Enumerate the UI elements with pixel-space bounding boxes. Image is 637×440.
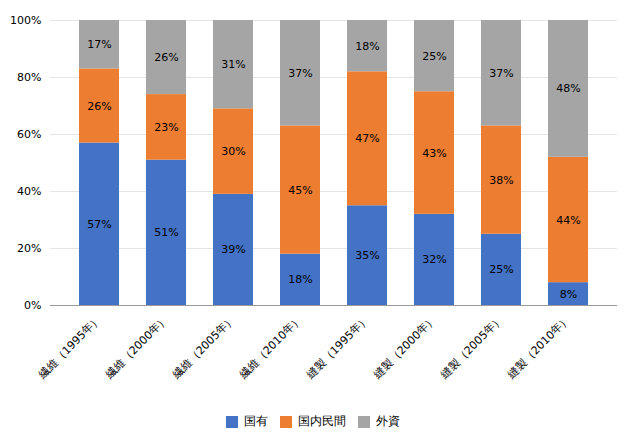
html-text:外資: 外資 bbox=[375, 414, 400, 428]
svg-text:25%: 25% bbox=[489, 263, 513, 276]
svg-text:100%: 100% bbox=[10, 14, 41, 27]
svg-text:37%: 37% bbox=[489, 67, 513, 80]
svg-text:51%: 51% bbox=[154, 226, 178, 239]
svg-text:縫製（1995年）: 縫製（1995年） bbox=[304, 313, 373, 382]
svg-text:30%: 30% bbox=[221, 145, 245, 158]
svg-text:繊維（2005年）: 繊維（2005年） bbox=[170, 313, 239, 382]
svg-text:38%: 38% bbox=[489, 174, 513, 187]
svg-text:57%: 57% bbox=[87, 218, 111, 231]
svg-text:37%: 37% bbox=[288, 67, 312, 80]
svg-text:80%: 80% bbox=[17, 71, 41, 84]
svg-text:縫製（2010年）: 縫製（2010年） bbox=[505, 313, 574, 382]
svg-text:39%: 39% bbox=[221, 243, 245, 256]
svg-text:32%: 32% bbox=[422, 253, 446, 266]
svg-text:31%: 31% bbox=[221, 58, 245, 71]
html-text:国有: 国有 bbox=[243, 414, 268, 428]
svg-text:26%: 26% bbox=[87, 100, 111, 113]
svg-text:48%: 48% bbox=[556, 82, 580, 95]
svg-text:8%: 8% bbox=[560, 288, 577, 301]
svg-text:繊維（2010年）: 繊維（2010年） bbox=[237, 313, 306, 382]
svg-text:23%: 23% bbox=[154, 121, 178, 134]
svg-text:18%: 18% bbox=[288, 273, 312, 286]
svg-text:47%: 47% bbox=[355, 132, 379, 145]
svg-text:繊維（2000年）: 繊維（2000年） bbox=[103, 313, 172, 382]
html-text:国内民間: 国内民間 bbox=[297, 414, 346, 428]
svg-text:20%: 20% bbox=[17, 242, 41, 255]
svg-text:60%: 60% bbox=[17, 128, 41, 141]
svg-text:45%: 45% bbox=[288, 184, 312, 197]
svg-text:43%: 43% bbox=[422, 147, 446, 160]
svg-text:26%: 26% bbox=[154, 51, 178, 64]
svg-text:17%: 17% bbox=[87, 38, 111, 51]
svg-text:縫製（2005年）: 縫製（2005年） bbox=[438, 313, 507, 382]
svg-text:18%: 18% bbox=[355, 40, 379, 53]
svg-text:44%: 44% bbox=[556, 214, 580, 227]
svg-text:40%: 40% bbox=[17, 185, 41, 198]
svg-text:25%: 25% bbox=[422, 50, 446, 63]
svg-text:繊維（1995年）: 繊維（1995年） bbox=[36, 313, 105, 382]
svg-text:縫製（2000年）: 縫製（2000年） bbox=[371, 313, 440, 382]
svg-text:0%: 0% bbox=[24, 299, 41, 312]
svg-text:35%: 35% bbox=[355, 249, 379, 262]
